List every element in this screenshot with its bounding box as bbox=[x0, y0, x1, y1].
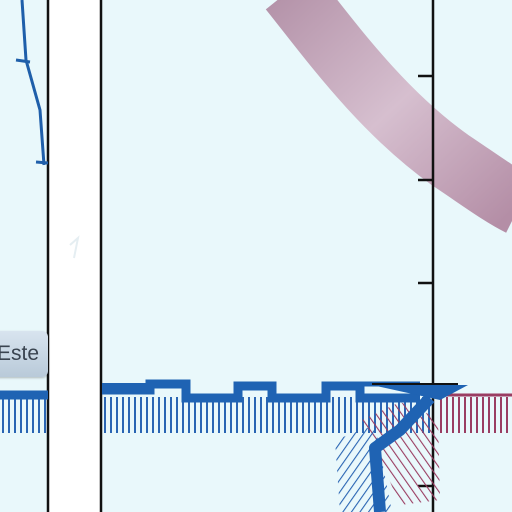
street-label-chip bbox=[0, 331, 48, 377]
pink-road bbox=[265, 0, 512, 233]
blue-route-thin bbox=[20, 0, 46, 166]
red-hatch-diagonal bbox=[362, 402, 440, 505]
road-mark bbox=[69, 235, 80, 259]
blue-hatch-left bbox=[0, 397, 50, 433]
blue-route-tick bbox=[15, 58, 31, 64]
blue-route-main bbox=[0, 379, 420, 403]
blue-route-connector bbox=[369, 393, 435, 512]
red-hatch-right bbox=[436, 397, 512, 433]
street-label: Este bbox=[0, 342, 40, 365]
blue-route-arrow bbox=[372, 385, 468, 400]
blue-route-tick bbox=[35, 160, 49, 165]
